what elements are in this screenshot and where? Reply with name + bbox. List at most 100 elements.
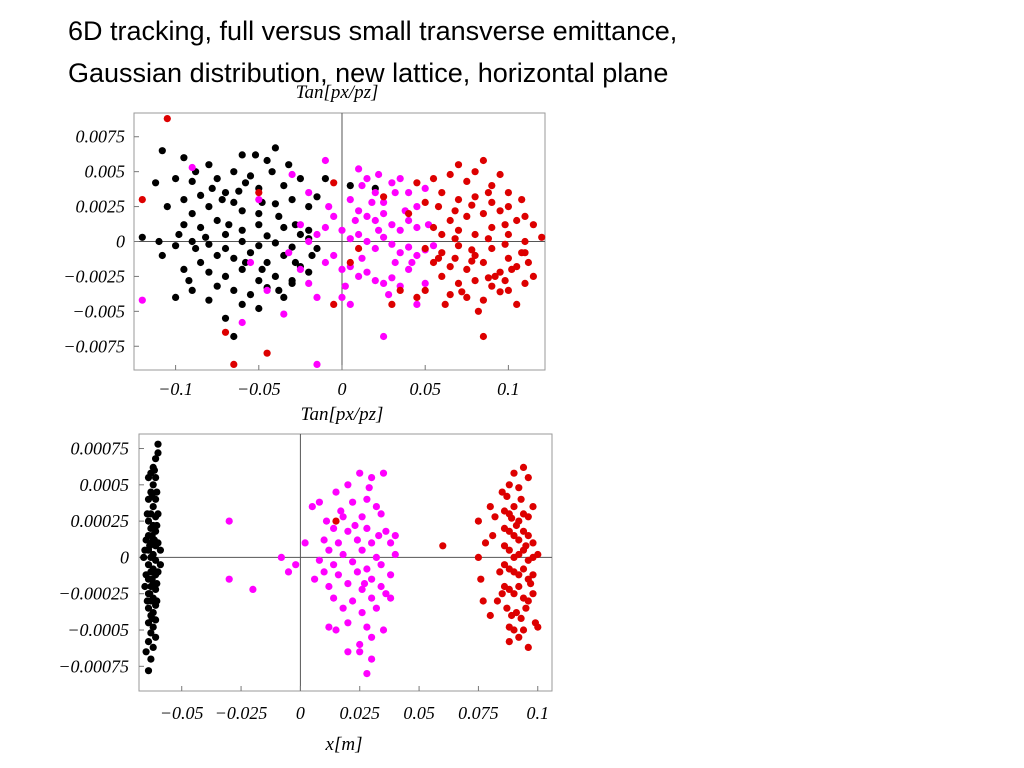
data-point xyxy=(339,604,347,612)
data-point xyxy=(315,556,323,564)
data-point xyxy=(349,558,357,566)
data-point xyxy=(285,161,293,169)
data-point xyxy=(280,223,288,232)
data-point xyxy=(152,585,160,594)
data-point xyxy=(325,546,333,554)
data-point xyxy=(351,521,359,530)
data-point xyxy=(280,293,288,301)
data-point xyxy=(291,258,299,267)
data-point xyxy=(288,170,296,179)
data-point xyxy=(205,203,213,211)
data-point xyxy=(172,293,180,301)
data-point xyxy=(144,604,153,612)
data-point xyxy=(505,546,513,554)
data-point xyxy=(356,648,364,656)
data-point xyxy=(360,580,369,588)
data-point xyxy=(255,196,263,204)
x-tick-label: −0.1 xyxy=(158,379,193,399)
data-point xyxy=(280,310,288,318)
data-point xyxy=(308,503,316,511)
data-point xyxy=(510,590,518,598)
data-point xyxy=(505,527,513,535)
data-point xyxy=(513,300,521,308)
data-point xyxy=(515,582,523,591)
data-point xyxy=(221,272,230,280)
y-tick-label: −0.0005 xyxy=(67,620,129,640)
data-point xyxy=(213,175,221,183)
data-point xyxy=(405,243,413,251)
data-point xyxy=(451,254,459,262)
data-point xyxy=(147,655,155,663)
data-point xyxy=(479,156,487,165)
data-point xyxy=(413,203,421,211)
data-point xyxy=(355,165,363,173)
data-point xyxy=(321,223,329,232)
data-point xyxy=(263,232,271,240)
data-point xyxy=(149,481,157,489)
data-point xyxy=(144,474,153,482)
data-point xyxy=(275,286,283,294)
data-point xyxy=(321,175,329,183)
data-point xyxy=(471,168,479,176)
data-point xyxy=(377,510,385,518)
data-point xyxy=(405,216,413,225)
data-point xyxy=(142,648,150,656)
data-point xyxy=(515,571,523,579)
data-point xyxy=(371,244,379,253)
plot-2: 0.00075 0.0005 0.00025 0 −0.00025 −0.0005 −0.0… xyxy=(58,404,553,755)
data-point xyxy=(524,258,533,267)
data-point xyxy=(515,484,523,492)
data-point xyxy=(138,233,146,241)
data-point xyxy=(438,249,446,257)
data-point xyxy=(154,568,162,576)
series-2 xyxy=(225,469,399,678)
data-point xyxy=(363,565,371,573)
data-point xyxy=(498,488,506,496)
data-point xyxy=(149,643,157,652)
data-point xyxy=(156,546,164,554)
data-point xyxy=(163,203,171,211)
data-point xyxy=(344,648,352,656)
slide-title: 6D tracking, full versus small transvers… xyxy=(68,10,677,94)
data-point xyxy=(380,279,388,287)
data-point xyxy=(503,492,511,500)
data-point xyxy=(143,597,151,605)
data-point xyxy=(311,575,319,583)
data-point xyxy=(334,571,342,579)
series-3 xyxy=(332,463,542,652)
data-point xyxy=(341,282,349,290)
data-point xyxy=(421,286,429,294)
data-point xyxy=(346,258,354,267)
data-point xyxy=(368,539,376,547)
data-point xyxy=(408,258,416,267)
data-point xyxy=(150,466,158,474)
data-point xyxy=(351,216,359,225)
data-point xyxy=(296,230,304,239)
data-point xyxy=(534,623,542,631)
data-point xyxy=(225,575,233,583)
data-point xyxy=(529,539,537,547)
data-point xyxy=(358,609,366,617)
data-point xyxy=(322,517,331,525)
data-point xyxy=(491,513,499,521)
data-point xyxy=(344,481,352,489)
data-point xyxy=(505,638,513,646)
data-point xyxy=(454,279,463,287)
data-point xyxy=(175,230,183,239)
data-point xyxy=(230,198,238,206)
data-point xyxy=(439,542,447,550)
data-point xyxy=(512,609,521,617)
data-point xyxy=(371,216,379,225)
y-tick-label: 0.0025 xyxy=(76,197,126,217)
data-point xyxy=(468,246,476,254)
data-point xyxy=(413,293,421,301)
data-point xyxy=(213,251,221,260)
data-point xyxy=(148,492,156,500)
data-point xyxy=(382,590,390,598)
data-point xyxy=(504,254,512,262)
data-point xyxy=(185,277,193,285)
data-point xyxy=(505,585,513,594)
data-point xyxy=(446,291,454,299)
data-point xyxy=(491,272,499,280)
data-point xyxy=(379,469,388,477)
